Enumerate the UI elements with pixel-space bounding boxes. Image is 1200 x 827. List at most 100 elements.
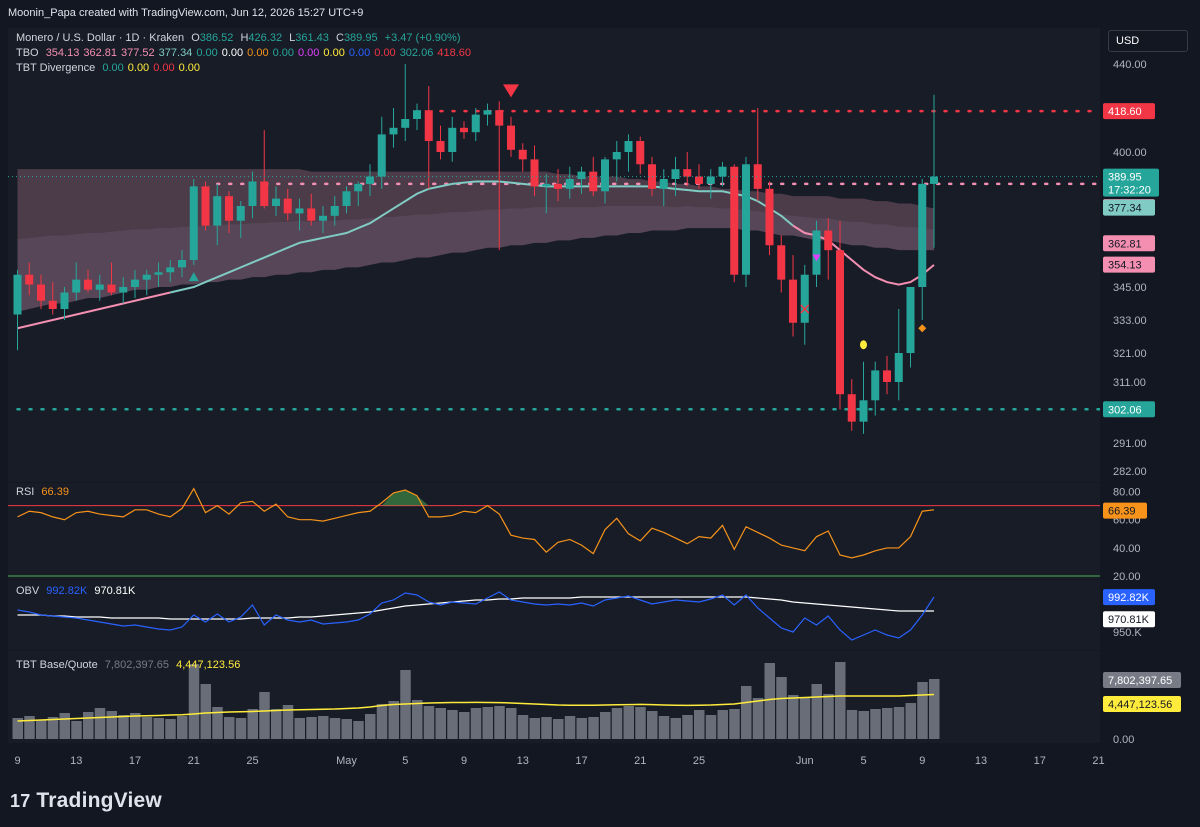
volume-bar bbox=[282, 705, 294, 739]
time-axis-tick: 5 bbox=[402, 755, 408, 767]
volume-bar bbox=[165, 719, 176, 739]
sell-signal-marker bbox=[503, 84, 519, 98]
volume-bar bbox=[130, 713, 141, 739]
price-panel[interactable]: Monero / U.S. Dollar · 1D · Kraken O386.… bbox=[8, 28, 1100, 482]
dot-marker bbox=[860, 340, 867, 350]
rsi-axis-tick: 40.00 bbox=[1113, 543, 1141, 555]
volume-bar bbox=[188, 664, 200, 739]
volume-bar bbox=[94, 708, 106, 739]
price-tag: 377.52 bbox=[1108, 202, 1142, 214]
volume-ma-value: 4,447,123.56 bbox=[176, 659, 241, 671]
candle bbox=[142, 274, 151, 280]
volume-bar bbox=[917, 682, 928, 739]
candle bbox=[918, 183, 927, 287]
volume-chart[interactable] bbox=[8, 651, 1100, 743]
tradingview-brand-name: TradingView bbox=[36, 789, 162, 812]
volume-bar bbox=[705, 715, 717, 739]
candle bbox=[236, 206, 245, 221]
volume-bar bbox=[635, 707, 646, 739]
volume-bar bbox=[929, 679, 940, 739]
rsi-panel[interactable]: RSI 66.39 bbox=[8, 483, 1100, 579]
tbo-value-0: 354.13 bbox=[45, 47, 80, 59]
currency-button[interactable]: USD bbox=[1108, 30, 1188, 52]
volume-bar bbox=[341, 719, 352, 739]
tbo-value-8: 0.00 bbox=[298, 47, 320, 59]
candle bbox=[554, 183, 562, 189]
divergence-value-1: 0.00 bbox=[127, 62, 150, 74]
price-tag: 354.13 bbox=[1108, 260, 1142, 272]
time-axis-tick: 17 bbox=[129, 755, 141, 767]
candle bbox=[871, 370, 880, 401]
volume-bar bbox=[517, 715, 529, 739]
rsi-line bbox=[17, 487, 935, 559]
candle bbox=[436, 141, 445, 152]
obv-chart[interactable] bbox=[8, 580, 1100, 650]
time-axis-tick: 25 bbox=[693, 755, 705, 767]
candle bbox=[366, 176, 374, 184]
volume-bar bbox=[611, 708, 623, 739]
volume-bar bbox=[470, 708, 482, 739]
time-axis-tick: 21 bbox=[1092, 755, 1104, 767]
candle bbox=[718, 166, 727, 177]
candle bbox=[765, 188, 774, 246]
divergence-value-3: 0.00 bbox=[178, 62, 201, 74]
volume-bar bbox=[459, 712, 470, 739]
volume-bar bbox=[482, 707, 493, 739]
volume-bar bbox=[435, 708, 446, 739]
volume-bar bbox=[318, 716, 329, 739]
candle bbox=[836, 250, 844, 395]
volume-ma-tag: 4,447,123.56 bbox=[1108, 699, 1172, 711]
symbol-name: Monero / U.S. Dollar · 1D · Kraken bbox=[16, 32, 185, 44]
volume-bar bbox=[752, 698, 764, 739]
volume-bar bbox=[83, 712, 94, 739]
candle bbox=[753, 164, 762, 189]
candle bbox=[460, 127, 468, 133]
candle bbox=[377, 134, 386, 177]
obv-tag: 970.81K bbox=[1108, 614, 1150, 626]
tbo-value-5: 0.00 bbox=[221, 47, 244, 59]
candle bbox=[789, 279, 797, 323]
divergence-name: TBT Divergence bbox=[16, 62, 96, 74]
volume-bar bbox=[506, 708, 517, 739]
volume-bar bbox=[423, 706, 435, 739]
candle bbox=[847, 394, 856, 422]
volume-bar bbox=[576, 718, 587, 739]
rsi-name: RSI bbox=[16, 486, 35, 498]
volume-bar bbox=[24, 716, 35, 739]
time-axis-tick: 5 bbox=[860, 755, 866, 767]
candle bbox=[518, 149, 527, 160]
volume-bar bbox=[71, 721, 82, 739]
candle bbox=[730, 166, 739, 275]
obv-panel[interactable]: OBV 992.82K 970.81K bbox=[8, 580, 1100, 650]
price-axis-tick: 311.00 bbox=[1113, 377, 1146, 389]
price-chart[interactable] bbox=[8, 28, 1100, 482]
tbo-value-11: 0.00 bbox=[374, 47, 396, 59]
candle bbox=[178, 260, 186, 268]
candle bbox=[530, 159, 539, 187]
rsi-value-tag-bg bbox=[1103, 502, 1147, 519]
volume-bar bbox=[12, 718, 23, 739]
rsi-chart[interactable] bbox=[8, 483, 1100, 579]
candle bbox=[248, 181, 257, 206]
time-axis-tick: 17 bbox=[575, 755, 587, 767]
candle bbox=[800, 274, 809, 323]
price-tag: 302.06 bbox=[1108, 404, 1142, 416]
volume-bar bbox=[835, 662, 846, 739]
candle bbox=[13, 274, 22, 315]
volume-bar bbox=[141, 717, 153, 739]
obv-tag-bg bbox=[1103, 611, 1155, 628]
candle bbox=[742, 164, 750, 275]
obv-ma-line bbox=[17, 596, 934, 620]
volume-panel[interactable]: TBT Base/Quote 7,802,397.65 4,447,123.56 bbox=[8, 651, 1100, 743]
time-axis-tick: 17 bbox=[1034, 755, 1046, 767]
candle bbox=[60, 292, 69, 309]
candle bbox=[107, 284, 116, 293]
tbo-value-6: 0.00 bbox=[247, 47, 269, 59]
candle bbox=[131, 279, 139, 287]
chart-header: Moonin_Papa created with TradingView.com… bbox=[8, 7, 364, 19]
tbo-value-2: 377.52 bbox=[121, 47, 155, 59]
candle bbox=[295, 208, 304, 214]
volume-bar bbox=[59, 713, 70, 739]
rsi-value: 66.39 bbox=[41, 486, 69, 498]
obv-value: 992.82K bbox=[46, 585, 88, 597]
